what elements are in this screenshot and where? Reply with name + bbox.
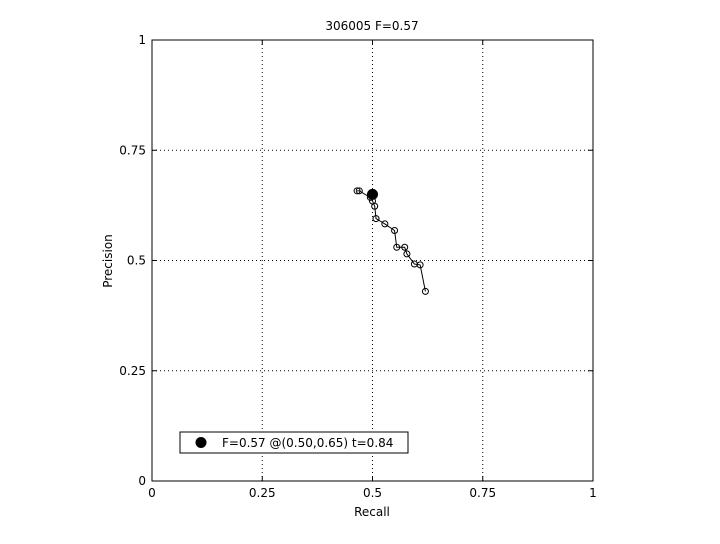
y-tick-label: 1 — [138, 33, 146, 47]
data-point — [372, 215, 380, 223]
data-point — [403, 250, 411, 258]
plot-area-frame — [151, 39, 594, 482]
y-tick-label: 0.5 — [127, 254, 146, 268]
data-point — [353, 187, 361, 195]
y-tick-label: 0.25 — [119, 364, 146, 378]
data-point — [401, 243, 409, 251]
chart-title: 306005 F=0.57 — [325, 19, 418, 33]
x-tick-label: 1 — [589, 486, 597, 500]
x-tick-label: 0.25 — [249, 486, 276, 500]
legend-box — [179, 431, 409, 454]
x-tick-label: 0.5 — [363, 486, 382, 500]
best-f-point — [367, 188, 378, 200]
y-tick-label: 0.75 — [119, 143, 146, 157]
data-point — [355, 187, 363, 195]
legend-marker — [195, 437, 207, 448]
data-point — [371, 202, 379, 210]
data-point — [421, 287, 429, 295]
data-point — [381, 220, 389, 228]
x-axis-label: Recall — [354, 505, 390, 519]
legend-label: F=0.57 @(0.50,0.65) t=0.84 — [222, 436, 393, 450]
y-tick-label: 0 — [138, 474, 146, 488]
series-line — [357, 190, 426, 292]
data-point — [393, 243, 401, 251]
grid-lines — [152, 40, 593, 481]
x-tick-label: 0 — [148, 486, 156, 500]
legend: F=0.57 @(0.50,0.65) t=0.84 — [179, 431, 409, 454]
axis-ticks: 0 0.25 0.5 0.75 1 0 0.25 0.5 0.75 1 — [119, 33, 597, 500]
x-tick-label: 0.75 — [469, 486, 496, 500]
data-point — [416, 261, 424, 269]
y-axis-label: Precision — [101, 234, 115, 288]
series-layer — [353, 187, 429, 295]
data-point — [391, 227, 399, 235]
